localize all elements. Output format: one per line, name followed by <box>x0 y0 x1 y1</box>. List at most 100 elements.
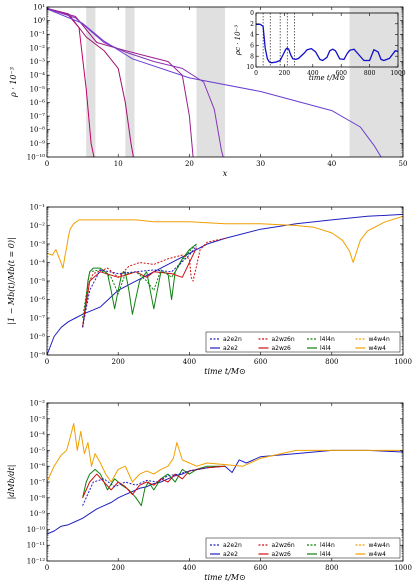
legend-label: a2e2 <box>223 345 238 352</box>
legend-label: a2e2n <box>223 336 242 343</box>
y-tick-label: 10⁻⁴ <box>30 259 46 267</box>
y-tick-label: 10⁻⁹ <box>30 351 46 359</box>
plot-frame <box>255 12 399 68</box>
x-tick-label: 0 <box>45 358 49 366</box>
series-line-a2wz6n <box>82 237 226 328</box>
legend-label: a2wz6n <box>272 336 295 343</box>
x-tick-label: 40 <box>327 160 336 168</box>
series-line-l4l4 <box>82 465 225 507</box>
x-tick-label: 600 <box>335 70 347 77</box>
x-tick-label: 50 <box>399 160 408 168</box>
series-line-a2e2n <box>82 467 208 506</box>
x-axis-label: time t/M⊙ <box>204 573 245 582</box>
x-tick-label: 0 <box>254 70 258 77</box>
series-line <box>47 8 382 157</box>
x-tick-label: 1000 <box>394 564 412 572</box>
series-line-a2wz6 <box>82 247 197 328</box>
legend-label: a2wz6n <box>272 542 295 549</box>
legend-label: w4w4n <box>369 336 390 343</box>
series-line <box>256 23 398 64</box>
plot-frame <box>46 6 404 158</box>
x-axis-label: x <box>223 169 228 178</box>
y-tick-label: 10⁻³ <box>30 415 46 423</box>
y-tick-label: 10⁻¹⁰ <box>27 526 45 534</box>
x-tick-label: 0 <box>45 160 49 168</box>
y-tick-label: 8 <box>250 53 254 60</box>
x-tick-label: 400 <box>183 358 196 366</box>
y-axis-label: |1 − Mb(t)/Mb(t = 0)| <box>7 237 16 324</box>
y-axis-label: |dMb/dt| <box>7 465 16 500</box>
x-tick-label: 1000 <box>394 358 412 366</box>
series-line <box>47 7 134 157</box>
legend-label: a2e2 <box>223 551 238 558</box>
y-tick-label: 10⁻⁹ <box>30 140 46 148</box>
series-line-a2e2n <box>82 245 197 328</box>
x-tick-label: 600 <box>254 358 267 366</box>
legend-label: w4w4 <box>369 345 387 352</box>
y-tick-label: 10⁻⁷ <box>30 314 46 322</box>
x-axis-label: time t/M⊙ <box>204 367 245 376</box>
y-tick-label: 10⁻⁷ <box>30 113 46 121</box>
shaded-region <box>86 7 96 157</box>
panel-density-profile: 0 10 20 30 40 5010¹10⁰10⁻¹10⁻²10⁻³10⁻⁴10⁻⁵10⁻… <box>9 3 407 178</box>
x-tick-label: 200 <box>112 564 125 572</box>
y-tick-label: 10¹ <box>33 3 45 11</box>
x-tick-label: 10 <box>114 160 123 168</box>
y-tick-label: 10⁻⁷ <box>30 478 46 486</box>
y-tick-label: 10⁻¹ <box>30 203 46 211</box>
y-tick-label: 0 <box>250 10 254 17</box>
y-tick-label: 10⁻² <box>30 44 46 52</box>
series-line-l4l4 <box>82 243 197 328</box>
x-tick-label: 600 <box>254 564 267 572</box>
y-tick-label: 10⁻⁸ <box>30 494 46 502</box>
y-tick-label: 10⁻¹ <box>30 31 46 39</box>
y-tick-label: 10⁻⁸ <box>30 126 46 134</box>
plot-frame <box>46 402 404 562</box>
series-line <box>47 7 194 157</box>
y-tick-label: 10⁰ <box>33 17 45 25</box>
y-tick-label: 10⁻⁶ <box>30 463 46 471</box>
series-line-w4w4 <box>47 215 403 269</box>
x-tick-label: 800 <box>364 70 376 77</box>
legend: a2e2n a2e2 a2wz6n a2wz6 l4l4n l4l4 w4w4n w4w4 <box>205 537 401 559</box>
x-tick-label: 30 <box>256 160 265 168</box>
inset-central-density: 0 200 400 600 800 1000 0 2 4 6 8 10 time t/M⊙ ρc · 10… <box>234 10 406 82</box>
legend-label: a2wz6 <box>272 345 292 352</box>
shaded-region <box>125 7 135 157</box>
legend-label: l4l4n <box>320 336 335 343</box>
x-tick-label: 0 <box>45 564 49 572</box>
y-tick-label: 10⁻³ <box>30 240 46 248</box>
y-tick-label: 10⁻⁵ <box>30 277 46 285</box>
y-tick-label: 10⁻⁸ <box>30 333 46 341</box>
legend-label: l4l4 <box>320 551 331 558</box>
legend-label: w4w4n <box>369 542 390 549</box>
legend: a2e2n a2e2 a2wz6n a2wz6 l4l4n l4l4 w4w4n w4w4 <box>205 331 401 353</box>
y-axis-label: ρc · 10⁻³ <box>234 25 242 56</box>
series-line <box>47 7 224 157</box>
x-tick-label: 200 <box>279 70 291 77</box>
panel-mass-loss: 0 200 400 600 800 1000 10⁻¹ 10⁻² 10⁻³ 10⁻⁴ 10⁻⁵ 10⁻… <box>7 203 412 376</box>
y-tick-label: 10⁻⁵ <box>30 447 46 455</box>
x-tick-label: 400 <box>183 564 196 572</box>
x-tick-label: 800 <box>325 358 338 366</box>
legend-label: a2e2n <box>223 542 242 549</box>
y-tick-label: 10 <box>246 64 254 71</box>
y-tick-label: 10⁻⁶ <box>30 99 46 107</box>
y-tick-label: 10⁻⁴ <box>30 431 46 439</box>
legend-label: a2wz6 <box>272 551 292 558</box>
y-tick-label: 10⁻² <box>30 399 46 407</box>
x-axis-label: time t/M⊙ <box>309 74 345 82</box>
series-line-a2wz6 <box>82 465 226 499</box>
legend-label: w4w4 <box>369 551 387 558</box>
legend-label: l4l4n <box>320 542 335 549</box>
y-axis-label: ρ · 10⁻³ <box>9 67 18 98</box>
y-tick-label: 10⁻¹⁰ <box>27 153 45 161</box>
legend-frame <box>205 331 401 353</box>
y-tick-label: 10⁻⁴ <box>30 72 46 80</box>
shaded-region <box>349 7 403 157</box>
x-tick-label: 200 <box>112 358 125 366</box>
y-tick-label: 4 <box>250 32 254 39</box>
y-tick-label: 10⁻¹¹ <box>27 542 45 550</box>
y-tick-label: 10⁻³ <box>30 58 46 66</box>
